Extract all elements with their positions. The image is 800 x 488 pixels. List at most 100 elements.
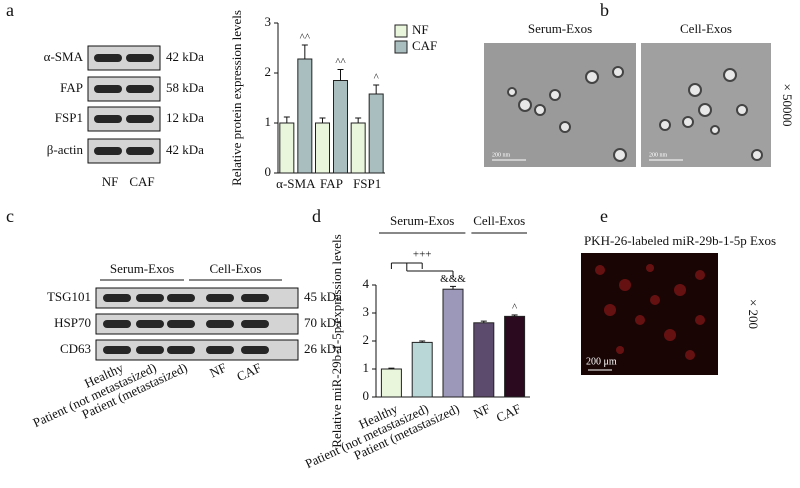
bar (442, 288, 464, 398)
blot-band (126, 54, 154, 62)
image-title: Serum-Exos (528, 21, 592, 36)
scale-label: 200 nm (492, 152, 511, 158)
bar (504, 315, 526, 398)
panel-label: b (600, 0, 609, 20)
lane-label: CAF (129, 174, 154, 189)
bar (380, 368, 402, 398)
lane-label: NF (102, 174, 119, 189)
significance: ^^ (335, 56, 346, 68)
significance: ^ (374, 72, 380, 84)
magnification: × 50000 (780, 83, 795, 126)
group-label: Serum-Exos (390, 213, 454, 228)
blot-band (136, 320, 164, 328)
bar (279, 122, 295, 174)
scale-label: 200 nm (649, 152, 668, 158)
lane-label: NF (207, 360, 228, 381)
blot-band (241, 346, 269, 354)
bar (368, 93, 384, 174)
x-tick-label: FSP1 (353, 176, 381, 191)
blot-row (95, 313, 299, 335)
blot-band (167, 320, 195, 328)
y-tick-label: 1 (363, 360, 370, 375)
y-tick-label: 3 (265, 14, 272, 29)
tem-image (484, 43, 636, 167)
blot-band (126, 115, 154, 123)
x-tick-label: α-SMA (276, 176, 316, 191)
kda-label: 26 kDa (304, 341, 342, 356)
x-tick-label: FAP (320, 176, 343, 191)
y-axis-label: Relative protein expression levels (229, 10, 244, 186)
x-tick-label: NF (471, 401, 492, 422)
protein-label: CD63 (60, 341, 91, 356)
blot-band (94, 147, 122, 155)
y-tick-label: 0 (265, 164, 272, 179)
blot-band (241, 320, 269, 328)
y-tick-label: 0 (363, 388, 370, 403)
kda-label: 42 kDa (166, 142, 204, 157)
blot-band (94, 54, 122, 62)
significance: ^ (512, 301, 518, 313)
blot-band (241, 294, 269, 302)
bar (411, 341, 433, 398)
blot-band (94, 85, 122, 93)
group-label: Serum-Exos (110, 261, 174, 276)
panel-label: e (600, 206, 608, 226)
kda-label: 45 kDa (304, 289, 342, 304)
protein-label: β-actin (47, 142, 84, 157)
panel-label: a (6, 0, 14, 20)
vesicles (507, 66, 763, 162)
blot-row (95, 339, 299, 361)
lane-label: CAF (234, 360, 263, 384)
legend-label: CAF (412, 38, 437, 53)
panel-label: c (6, 206, 14, 226)
red-signal (595, 264, 705, 360)
blot-band (206, 320, 234, 328)
y-tick-label: 2 (265, 64, 272, 79)
legend-swatch (394, 40, 408, 54)
blot-band (206, 294, 234, 302)
fluorescence-image (581, 253, 718, 375)
magnification: × 200 (746, 299, 761, 329)
blot-band (94, 115, 122, 123)
blot-band (136, 294, 164, 302)
scale-label: 200 μm (586, 356, 617, 367)
group-label: Cell-Exos (210, 261, 262, 276)
bar (297, 58, 313, 174)
x-tick-label: CAF (494, 401, 523, 425)
protein-label: HSP70 (54, 315, 91, 330)
significance: &&& (440, 273, 466, 285)
group-label: Cell-Exos (473, 213, 525, 228)
legend-swatch (394, 24, 408, 38)
blot-row (95, 287, 299, 309)
image-title: Cell-Exos (680, 21, 732, 36)
blot-band (167, 346, 195, 354)
y-tick-label: 4 (363, 276, 370, 291)
kda-label: 58 kDa (166, 80, 204, 95)
blot-band (103, 294, 131, 302)
blot-band (136, 346, 164, 354)
y-tick-label: 1 (265, 114, 272, 129)
protein-label: FAP (60, 80, 83, 95)
bar (473, 322, 495, 398)
blot-band (206, 346, 234, 354)
blot-band (103, 320, 131, 328)
image-title: PKH-26-labeled miR-29b-1-5p Exos (584, 233, 776, 248)
protein-label: α-SMA (44, 49, 84, 64)
kda-label: 70 kDa (304, 315, 342, 330)
blot-band (126, 85, 154, 93)
significance: ^^ (300, 32, 311, 44)
kda-label: 12 kDa (166, 110, 204, 125)
blot-band (103, 346, 131, 354)
y-axis-label: Relative miR-29b-1-5p expression levels (329, 234, 344, 447)
bar (350, 122, 366, 174)
y-tick-label: 2 (363, 332, 370, 347)
y-tick-label: 3 (363, 304, 370, 319)
blot-band (126, 147, 154, 155)
protein-label: TSG101 (47, 289, 91, 304)
panel-label: d (312, 206, 321, 226)
bar (333, 80, 348, 174)
kda-label: 42 kDa (166, 49, 204, 64)
protein-label: FSP1 (55, 110, 83, 125)
comparison-label: +++ (413, 249, 432, 261)
